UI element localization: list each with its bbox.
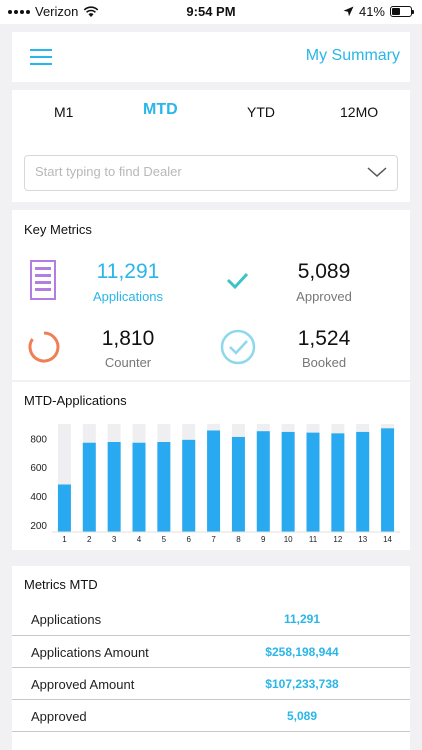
bar: [57, 484, 71, 532]
table-row: Applications Amount $258,198,944: [12, 635, 410, 667]
row-label: Applications Amount: [31, 645, 149, 660]
tab-m1[interactable]: M1: [54, 104, 74, 120]
x-tick-label: 1: [62, 535, 67, 544]
key-metrics-card: Key Metrics 11,291 Applications 5,089 Ap…: [12, 210, 410, 380]
metrics-mtd-card: Metrics MTD Applications 11,291 Applicat…: [12, 566, 410, 750]
period-tabs: M1 MTD YTD 12MO: [12, 101, 410, 126]
row-value: 5,089: [286, 709, 318, 723]
metrics-mtd-title: Metrics MTD: [24, 577, 98, 592]
x-tick-label: 5: [162, 535, 167, 544]
bar: [256, 431, 270, 532]
x-tick-label: 2: [87, 535, 92, 544]
hamburger-menu-icon[interactable]: [30, 49, 52, 65]
bar: [231, 436, 245, 532]
applications-value: 11,291: [96, 260, 160, 283]
tab-ytd[interactable]: YTD: [247, 104, 275, 120]
location-arrow-icon: [343, 6, 354, 17]
bar: [82, 442, 96, 532]
bar: [381, 428, 395, 532]
row-value: $107,233,738: [265, 677, 339, 691]
y-tick-label: 400: [30, 492, 47, 503]
booked-label: Booked: [301, 355, 347, 370]
document-icon: [30, 260, 56, 300]
x-tick-label: 13: [358, 535, 367, 544]
signal-icon: [8, 9, 30, 14]
approved-label: Approved: [296, 289, 352, 304]
row-value: 11,291: [283, 612, 321, 626]
carrier-label: Verizon: [35, 4, 79, 19]
status-bar: Verizon 9:54 PM 41%: [0, 0, 422, 24]
clock: 9:54 PM: [186, 4, 236, 19]
refresh-icon: [28, 331, 60, 363]
battery-icon: [390, 6, 414, 17]
applications-label: Applications: [92, 289, 164, 304]
row-label: Approved: [31, 709, 87, 724]
bar: [281, 431, 295, 532]
battery-percent: 41%: [358, 4, 385, 19]
wifi-icon: [84, 5, 99, 17]
dealer-select[interactable]: [24, 155, 398, 191]
row-label: Applications: [31, 612, 102, 627]
checkmark-icon: [226, 272, 249, 290]
carrier-group: Verizon: [8, 4, 99, 19]
x-tick-label: 10: [284, 535, 293, 544]
bar: [157, 442, 171, 532]
y-tick-label: 600: [30, 463, 47, 474]
x-tick-label: 8: [236, 535, 241, 544]
x-tick-label: 9: [261, 535, 266, 544]
period-filter-card: M1 MTD YTD 12MO: [12, 90, 410, 202]
table-row: Applications 11,291: [12, 603, 410, 635]
row-value: $258,198,944: [265, 645, 339, 659]
row-label: Approved Amount: [31, 677, 135, 692]
x-tick-label: 3: [112, 535, 117, 544]
bar: [207, 430, 221, 532]
table-row: Approved 5,089: [12, 699, 410, 731]
chart-title: MTD-Applications: [24, 393, 127, 408]
status-right-group: 41%: [343, 4, 414, 19]
tab-12mo[interactable]: 12MO: [340, 104, 379, 120]
bar: [132, 442, 146, 532]
x-tick-label: 14: [383, 535, 392, 544]
counter-value: 1,810: [101, 327, 155, 350]
check-circle-icon: [220, 329, 256, 365]
mtd-applications-chart-card: MTD-Applications 200 400 600 800 1 2 3 4 5 6 7 8 9 10…: [12, 382, 410, 550]
bar: [107, 442, 121, 532]
x-tick-label: 6: [186, 535, 191, 544]
dealer-search-input[interactable]: [35, 164, 355, 179]
y-tick-label: 200: [30, 521, 47, 532]
table-row: [12, 731, 410, 750]
bar: [306, 432, 320, 532]
page-title: My Summary: [305, 47, 400, 64]
chevron-down-icon[interactable]: [367, 164, 387, 180]
x-tick-label: 11: [309, 535, 318, 544]
nav-bar: My Summary: [12, 32, 410, 82]
x-tick-label: 4: [137, 535, 142, 544]
x-tick-label: 7: [211, 535, 216, 544]
y-tick-label: 800: [30, 434, 47, 445]
bar: [182, 439, 196, 532]
tab-mtd[interactable]: MTD: [143, 101, 178, 118]
x-tick-label: 12: [333, 535, 342, 544]
approved-value: 5,089: [297, 260, 351, 283]
table-row: Approved Amount $107,233,738: [12, 667, 410, 699]
bar: [356, 431, 370, 532]
bar: [331, 433, 345, 532]
key-metrics-title: Key Metrics: [24, 222, 92, 237]
counter-label: Counter: [104, 355, 152, 370]
booked-value: 1,524: [297, 327, 351, 350]
